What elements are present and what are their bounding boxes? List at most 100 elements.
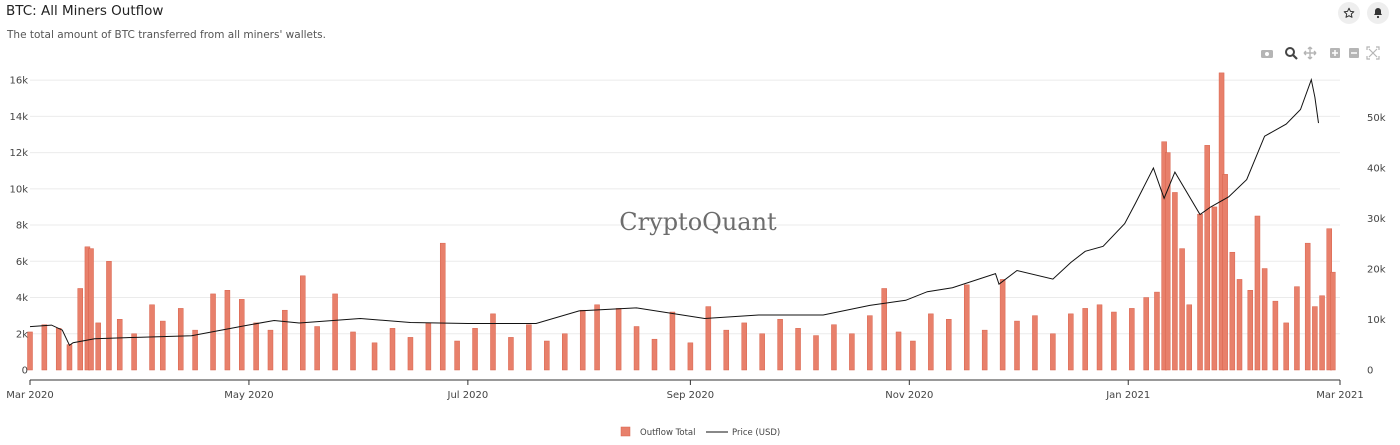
y-left-tick-label: 12k	[9, 148, 28, 159]
y-right-tick-label: 30k	[1367, 214, 1386, 225]
outflow-bar	[881, 288, 887, 371]
outflow-bar	[160, 320, 166, 371]
outflow-bar	[1283, 322, 1289, 371]
star-icon	[1343, 7, 1355, 18]
outflow-bar	[867, 315, 873, 371]
legend-label-outflow: Outflow Total	[640, 428, 695, 438]
outflow-bar	[651, 338, 658, 371]
grid-lines	[30, 79, 1340, 335]
price-line	[29, 77, 1319, 347]
y-left-tick-label: 2k	[16, 329, 28, 340]
outflow-bar	[544, 340, 550, 371]
outflow-bar	[472, 328, 478, 371]
outflow-bar	[1211, 206, 1218, 371]
outflow-bar	[526, 324, 532, 371]
cryptoquant-watermark: CryptoQuant	[619, 208, 777, 236]
outflow-bar	[131, 333, 137, 371]
y-left-tick-label: 6k	[16, 257, 28, 268]
x-tick-label: Jul 2020	[447, 390, 489, 401]
y-left-tick-label: 14k	[9, 112, 28, 123]
outflow-bar	[669, 311, 676, 371]
outflow-bar	[1082, 308, 1088, 371]
outflow-bar	[759, 333, 765, 371]
outflow-bar	[1229, 251, 1236, 371]
outflow-bar	[1143, 297, 1149, 371]
x-tick-label: Mar 2020	[6, 390, 54, 401]
outflow-bar	[579, 309, 586, 371]
outflow-bar	[1247, 290, 1254, 371]
outflow-bar	[928, 313, 934, 371]
outflow-bar	[332, 293, 338, 371]
legend-item-outflow[interactable]: Outflow Total	[620, 426, 695, 438]
outflow-bar	[508, 337, 514, 371]
outflow-bars	[27, 72, 1336, 371]
y-left-tick-label: 16k	[9, 76, 28, 87]
outflow-bar	[1154, 291, 1160, 371]
outflow-bar	[1032, 315, 1038, 371]
x-tick-label: Sep 2020	[667, 390, 714, 401]
outflow-bar	[490, 313, 496, 371]
outflow-bar	[1204, 145, 1210, 371]
legend-swatch-outflow	[620, 426, 631, 437]
outflow-bar	[1197, 213, 1203, 371]
autoscale-icon[interactable]	[1366, 46, 1380, 60]
x-tick-label: Nov 2020	[885, 390, 933, 401]
pan-icon[interactable]	[1303, 46, 1317, 60]
alert-bell-button[interactable]	[1367, 2, 1389, 24]
outflow-bar	[633, 326, 640, 371]
outflow-bar	[687, 342, 694, 371]
outflow-bar	[106, 261, 112, 371]
outflow-bar	[454, 340, 460, 371]
pan-arrows	[1303, 46, 1317, 60]
outflow-bar	[425, 322, 432, 371]
x-tick-label: May 2020	[224, 390, 273, 401]
outflow-bar	[267, 329, 274, 371]
legend-item-price[interactable]: Price (USD)	[706, 428, 780, 438]
outflow-bar	[1186, 304, 1193, 371]
zoom-icon[interactable]	[1285, 47, 1298, 60]
outflow-bar	[1319, 295, 1325, 371]
outflow-bar	[963, 284, 970, 371]
y-right-tick-label: 10k	[1367, 315, 1386, 326]
zoom-lens	[1285, 47, 1295, 57]
outflow-bar	[1111, 311, 1117, 371]
camera-lens	[1265, 52, 1269, 56]
outflow-bar	[95, 322, 101, 371]
outflow-bar	[1272, 300, 1279, 371]
bell-icon	[1374, 8, 1382, 19]
page-subtitle: The total amount of BTC transferred from…	[7, 29, 326, 41]
zoom-out-icon[interactable]	[1349, 48, 1359, 58]
outflow-bar	[66, 344, 73, 371]
outflow-bar	[350, 331, 356, 371]
outflow-bar	[813, 335, 819, 371]
outflow-bar	[831, 324, 837, 371]
outflow-bar	[1172, 192, 1178, 371]
outflow-bar	[723, 329, 730, 371]
outflow-bar	[1254, 215, 1261, 371]
outflow-bar	[1304, 242, 1311, 371]
outflow-bar	[895, 331, 902, 371]
outflow-bar	[777, 319, 783, 371]
outflow-bar	[439, 242, 446, 371]
page-title: BTC: All Miners Outflow	[6, 3, 164, 19]
favorite-star-button[interactable]	[1338, 2, 1360, 24]
camera-icon[interactable]	[1261, 50, 1273, 58]
outflow-bar	[1261, 268, 1268, 371]
outflow-bar	[1312, 306, 1318, 371]
y-left-tick-label: 0	[22, 366, 28, 377]
outflow-bar	[77, 288, 83, 371]
outflow-bar	[371, 342, 378, 371]
zoom-handle	[1292, 54, 1298, 60]
outflow-bar	[741, 322, 747, 371]
x-tick-label: Mar 2021	[1316, 390, 1364, 401]
outflow-bar	[981, 329, 988, 371]
outflow-bar	[407, 337, 414, 371]
y-right-tick-label: 40k	[1367, 164, 1386, 175]
outflow-bar	[253, 322, 259, 371]
outflow-bar	[27, 331, 33, 371]
zoom-in-icon[interactable]	[1330, 48, 1340, 58]
outflow-bar	[224, 290, 231, 371]
y-left-tick-label: 8k	[16, 221, 28, 232]
outflow-bar	[239, 299, 245, 371]
